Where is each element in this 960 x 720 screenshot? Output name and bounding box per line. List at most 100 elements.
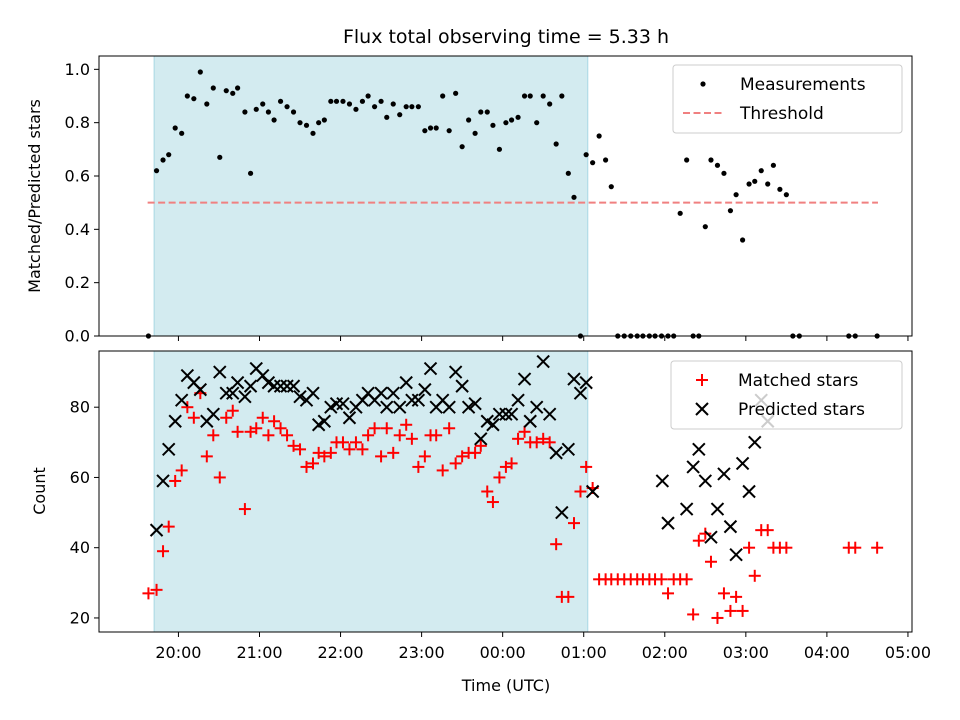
measurements-point-44 bbox=[422, 128, 428, 134]
measurements-point-71 bbox=[590, 160, 596, 166]
measurements-point-8 bbox=[197, 69, 203, 75]
bottom-panel: 20 40 60 80 20:00 21:00 22:00 23:00 00:00 01:00 0… bbox=[30, 350, 931, 662]
measurements-point-2 bbox=[160, 157, 166, 163]
matched-stars-point-19 bbox=[262, 429, 275, 442]
top-ytick-label-0: 0.0 bbox=[65, 327, 90, 346]
measurements-point-40 bbox=[397, 112, 403, 118]
measurements-point-94 bbox=[733, 192, 739, 198]
measurements-point-101 bbox=[777, 186, 783, 192]
measurements-point-4 bbox=[172, 125, 178, 131]
measurements-point-25 bbox=[303, 122, 310, 128]
predicted-stars-point-71 bbox=[655, 474, 670, 488]
measurements-point-91 bbox=[714, 162, 721, 168]
bottom-legend: Matched stars Predicted stars bbox=[670, 360, 903, 430]
matched-stars-point-92 bbox=[717, 587, 730, 600]
matched-stars-point-41 bbox=[400, 418, 413, 431]
measurements-point-62 bbox=[534, 120, 540, 126]
measurements-point-48 bbox=[446, 128, 452, 134]
predicted-stars-point-40 bbox=[399, 375, 413, 390]
matched-stars-point-63 bbox=[537, 432, 550, 445]
measurements-point-100 bbox=[770, 162, 776, 168]
measurements-point-93 bbox=[727, 208, 734, 214]
measurements-point-102 bbox=[783, 192, 789, 198]
matched-stars-point-46 bbox=[430, 429, 443, 442]
xtick-label-7: 03:00 bbox=[723, 643, 769, 662]
matched-stars-point-49 bbox=[449, 457, 462, 470]
predicted-stars-point-55 bbox=[492, 407, 507, 421]
measurements-point-68 bbox=[571, 194, 577, 200]
measurements-point-98 bbox=[758, 168, 764, 174]
measurements-point-59 bbox=[515, 114, 521, 120]
predicted-stars-point-50 bbox=[461, 400, 476, 414]
measurements-point-58 bbox=[508, 117, 515, 123]
measurements-point-96 bbox=[746, 181, 752, 187]
xtick-label-9: 05:00 bbox=[885, 643, 931, 662]
predicted-stars-point-43 bbox=[418, 382, 432, 397]
matched-stars-point-99 bbox=[761, 524, 774, 537]
measurements-point-60 bbox=[521, 93, 528, 99]
top-ytick-label-3: 0.6 bbox=[65, 167, 90, 186]
matched-stars-point-0 bbox=[142, 587, 155, 600]
measurements-point-1 bbox=[153, 168, 160, 174]
matched-stars-point-90 bbox=[704, 555, 717, 568]
predicted-stars-point-13 bbox=[230, 375, 245, 390]
matched-stars-point-26 bbox=[306, 457, 319, 470]
measurements-point-18 bbox=[260, 101, 266, 107]
matched-stars-point-6 bbox=[181, 401, 194, 414]
measurements-point-12 bbox=[223, 88, 229, 94]
matched-stars-point-39 bbox=[387, 446, 400, 459]
predicted-stars-point-70 bbox=[585, 484, 600, 499]
matched-stars-point-24 bbox=[294, 443, 307, 456]
matched-stars-point-29 bbox=[324, 446, 337, 459]
measurements-point-38 bbox=[384, 114, 390, 120]
predicted-stars-point-49 bbox=[455, 379, 469, 393]
matched-stars-point-3 bbox=[162, 520, 175, 533]
legend-matched-label: Matched stars bbox=[738, 371, 858, 391]
matched-stars-point-2 bbox=[157, 545, 170, 558]
predicted-stars-point-47 bbox=[442, 400, 456, 414]
measurements-point-33 bbox=[353, 106, 359, 112]
matched-stars-point-89 bbox=[699, 527, 712, 540]
bot-ytick-label-1: 40 bbox=[70, 538, 90, 557]
xtick-label-4: 00:00 bbox=[480, 643, 526, 662]
matched-stars-point-95 bbox=[736, 604, 749, 617]
measurements-point-61 bbox=[527, 93, 533, 99]
predicted-stars-point-51 bbox=[468, 396, 482, 411]
bot-ytick-label-0: 20 bbox=[70, 608, 90, 627]
matched-stars-point-9 bbox=[200, 450, 213, 463]
measurements-point-21 bbox=[277, 98, 284, 104]
matched-stars-point-58 bbox=[505, 457, 518, 470]
xtick-label-8: 04:00 bbox=[804, 643, 850, 662]
matched-stars-point-43 bbox=[412, 460, 425, 473]
measurements-point-7 bbox=[191, 96, 197, 102]
top-shaded-span bbox=[153, 55, 589, 337]
predicted-stars-point-67 bbox=[567, 372, 581, 386]
matched-stars-point-69 bbox=[574, 485, 587, 498]
legend-measurements-marker bbox=[700, 81, 706, 87]
xtick-label-1: 21:00 bbox=[236, 643, 282, 662]
top-legend-box bbox=[672, 64, 903, 134]
predicted-stars-point-4 bbox=[174, 393, 189, 407]
predicted-stars-point-25 bbox=[306, 386, 320, 400]
matched-stars-point-65 bbox=[550, 538, 563, 551]
matched-stars-point-52 bbox=[469, 446, 482, 459]
matched-stars-point-55 bbox=[486, 496, 499, 509]
measurements-point-49 bbox=[453, 90, 459, 96]
matched-stars-point-25 bbox=[300, 460, 313, 473]
predicted-stars-point-69 bbox=[579, 375, 593, 390]
measurements-point-9 bbox=[204, 101, 210, 107]
matched-stars-point-59 bbox=[512, 432, 525, 445]
measurements-point-29 bbox=[328, 98, 334, 104]
predicted-stars-point-76 bbox=[698, 474, 713, 488]
predicted-stars-point-0 bbox=[149, 523, 164, 537]
measurements-point-66 bbox=[559, 93, 565, 99]
predicted-stars-point-11 bbox=[219, 386, 233, 400]
matched-stars-point-67 bbox=[562, 590, 575, 603]
measurements-point-42 bbox=[409, 104, 415, 110]
matched-stars-point-102 bbox=[780, 541, 793, 554]
predicted-stars-point-79 bbox=[717, 467, 731, 481]
predicted-stars-point-27 bbox=[317, 414, 332, 428]
predicted-stars-point-31 bbox=[342, 411, 357, 425]
bot-ytick-label-2: 60 bbox=[70, 468, 90, 487]
predicted-stars-point-7 bbox=[193, 382, 208, 397]
